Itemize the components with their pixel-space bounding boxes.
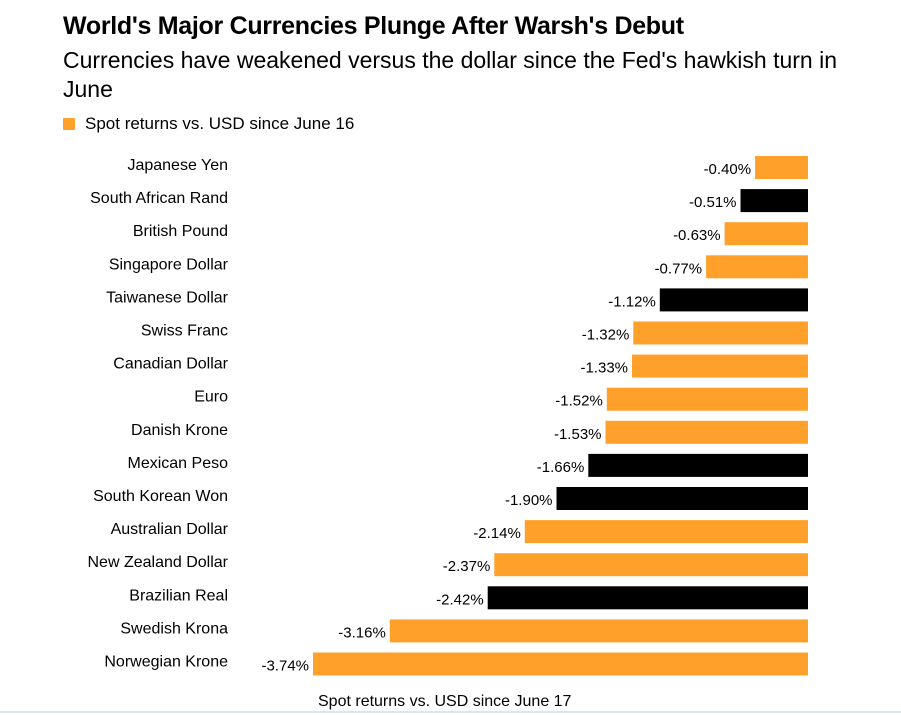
bar: [556, 487, 808, 510]
value-label: -0.77%: [655, 260, 703, 277]
value-label: -1.33%: [580, 360, 628, 377]
bar: [389, 619, 808, 643]
value-label: -3.74%: [261, 658, 309, 675]
bar: [740, 189, 808, 213]
value-label: -0.63%: [673, 227, 721, 244]
bar: [487, 586, 808, 610]
value-label: -2.14%: [473, 525, 521, 542]
bar: [605, 420, 808, 444]
bar: [313, 652, 808, 676]
value-label: -1.32%: [582, 327, 630, 344]
value-label: -1.52%: [555, 393, 603, 410]
bar: [755, 156, 808, 179]
bar: [632, 354, 808, 378]
category-label: South African Rand: [90, 190, 228, 207]
category-label: Mexican Peso: [128, 455, 229, 472]
chart-title: World's Major Currencies Plunge After Wa…: [63, 12, 684, 40]
category-label: South Korean Won: [93, 488, 228, 505]
chart-subtitle: Currencies have weakened versus the doll…: [63, 47, 838, 102]
value-label: -0.51%: [689, 194, 737, 211]
x-axis-label: Spot returns vs. USD since June 17: [318, 693, 572, 710]
bar: [588, 453, 808, 477]
category-label: Swiss Franc: [141, 323, 228, 340]
value-label: -0.40%: [704, 161, 752, 178]
category-label: British Pound: [133, 223, 228, 240]
value-label: -2.42%: [436, 591, 484, 608]
category-label: Swedish Krona: [120, 620, 228, 637]
value-label: -2.37%: [443, 558, 491, 575]
value-label: -1.66%: [537, 459, 585, 476]
value-label: -1.53%: [554, 426, 602, 443]
bar: [524, 520, 808, 544]
category-label: Euro: [194, 389, 228, 406]
category-label: Australian Dollar: [111, 521, 229, 538]
bar: [724, 222, 808, 246]
value-label: -1.90%: [505, 492, 553, 509]
bar: [659, 288, 808, 312]
bottom-divider: [0, 711, 901, 713]
category-label: Taiwanese Dollar: [106, 289, 229, 306]
category-label: New Zealand Dollar: [87, 554, 228, 571]
value-label: -1.12%: [608, 293, 656, 310]
bar: [706, 255, 808, 279]
category-label: Singapore Dollar: [109, 256, 229, 273]
legend: Spot returns vs. USD since June 16: [63, 114, 354, 134]
value-label: -3.16%: [338, 624, 386, 641]
bar: [633, 321, 808, 345]
category-label: Canadian Dollar: [113, 356, 228, 373]
legend-label: Spot returns vs. USD since June 16: [85, 114, 355, 133]
category-label: Japanese Yen: [127, 157, 228, 174]
category-label: Brazilian Real: [129, 587, 228, 604]
bar: [606, 387, 808, 411]
category-label: Danish Krone: [131, 422, 228, 439]
category-label: Norwegian Krone: [104, 654, 228, 671]
bar: [494, 553, 808, 577]
legend-swatch: [63, 118, 75, 130]
